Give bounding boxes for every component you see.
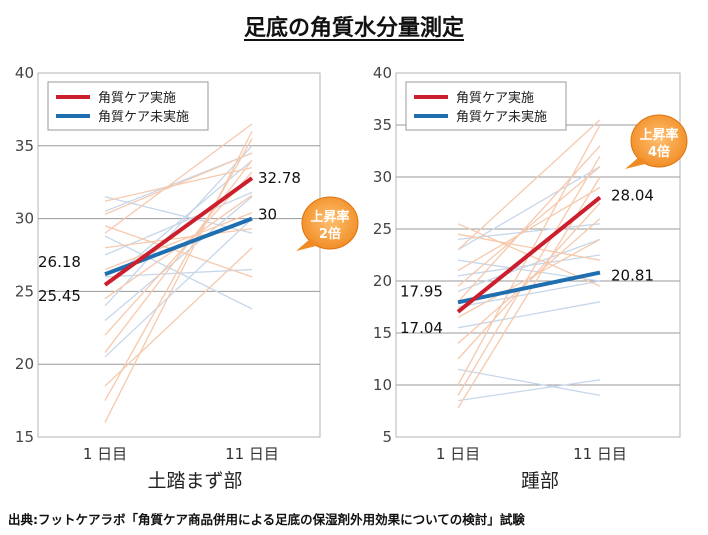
badge-line: 4倍 <box>648 144 670 160</box>
source-note: 出典:フットケアラボ「角質ケア商品併用による足底の保湿剤外用効果についての検討」… <box>8 512 525 527</box>
y-tick-label: 25 <box>373 220 392 238</box>
data-label: 30 <box>258 206 277 224</box>
individual-line-care <box>104 171 253 336</box>
y-tick-label: 20 <box>15 355 34 373</box>
individual-line-care <box>457 238 601 318</box>
mean-line-care <box>103 176 254 287</box>
y-tick-label: 25 <box>15 282 34 300</box>
individual-line-care <box>457 155 601 396</box>
individual-line-care <box>104 123 253 234</box>
mean-line-care <box>456 195 602 314</box>
legend-box <box>47 81 209 131</box>
y-tick-label: 30 <box>373 168 392 186</box>
individual-line-no-care <box>457 166 601 251</box>
individual-line-no-care <box>104 145 253 307</box>
data-label: 17.04 <box>400 319 443 337</box>
data-label: 20.81 <box>611 267 654 285</box>
individual-line-care <box>104 247 253 387</box>
legend-box <box>405 81 567 131</box>
individual-line-care <box>457 166 601 287</box>
individual-line-care <box>104 225 253 278</box>
data-label: 17.95 <box>400 282 443 300</box>
legend-label: 角質ケア未実施 <box>456 109 547 125</box>
individual-line-no-care <box>104 196 253 322</box>
individual-line-no-care <box>457 254 601 277</box>
y-tick-label: 5 <box>382 428 392 446</box>
y-tick-label: 35 <box>15 137 34 155</box>
individual-line-no-care <box>104 235 253 310</box>
x-axis-label: 踵部 <box>521 470 559 492</box>
x-tick-label: 1 日目 <box>436 445 480 463</box>
y-tick-label: 15 <box>15 428 34 446</box>
legend-label: 角質ケア未実施 <box>98 109 189 125</box>
mean-line-no-care <box>457 270 601 305</box>
individual-line-care <box>104 130 253 423</box>
individual-line-no-care <box>457 379 601 402</box>
data-label: 28.04 <box>611 186 654 204</box>
individual-line-no-care <box>457 368 601 397</box>
individual-line-care <box>457 218 601 344</box>
individual-line-no-care <box>457 301 601 329</box>
legend-label: 角質ケア実施 <box>98 90 176 106</box>
individual-line-care <box>104 138 253 401</box>
badge-bubble <box>301 196 359 250</box>
data-label: 26.18 <box>38 253 81 271</box>
y-tick-label: 40 <box>15 64 34 82</box>
x-tick-label: 1 日目 <box>83 445 127 463</box>
individual-line-care <box>457 119 601 251</box>
page-title: 足底の角質水分量測定 <box>243 16 464 41</box>
y-tick-label: 30 <box>15 210 34 228</box>
badge-line: 上昇率 <box>310 209 349 225</box>
chart-heel: 5 10 15 20 25 30 35 40 17.04 28.04 17.95 20.81 1 日目 1… <box>373 64 688 492</box>
chart-arch: 15 20 25 30 35 40 25.45 32.78 26.18 30 1 日目 11 日目土踏… <box>15 64 359 492</box>
x-axis-label: 土踏まず部 <box>147 470 242 492</box>
y-tick-label: 20 <box>373 272 392 290</box>
data-label: 32.78 <box>258 169 301 187</box>
individual-line-care <box>457 233 601 261</box>
individual-line-care <box>457 186 601 272</box>
y-tick-label: 10 <box>373 376 392 394</box>
individual-line-care <box>104 212 253 271</box>
individual-line-care <box>104 152 253 215</box>
badge-tail <box>625 157 649 169</box>
data-label: 25.45 <box>38 287 81 305</box>
legend-label: 角質ケア実施 <box>456 90 534 106</box>
y-tick-label: 35 <box>373 116 392 134</box>
individual-line-no-care <box>104 218 253 358</box>
y-tick-label: 40 <box>373 64 392 82</box>
individual-line-care <box>104 228 253 249</box>
badge-line: 2倍 <box>319 226 341 242</box>
y-tick-label: 15 <box>373 324 392 342</box>
individual-line-care <box>457 145 601 303</box>
individual-line-no-care <box>457 223 601 241</box>
badge-tail <box>296 239 320 251</box>
badge-line: 上昇率 <box>639 127 678 143</box>
individual-line-care <box>104 159 253 353</box>
badge-bubble <box>630 114 688 168</box>
x-tick-label: 11 日目 <box>225 445 279 463</box>
x-tick-label: 11 日目 <box>573 445 627 463</box>
individual-line-care <box>104 167 253 202</box>
individual-line-no-care <box>457 280 601 308</box>
